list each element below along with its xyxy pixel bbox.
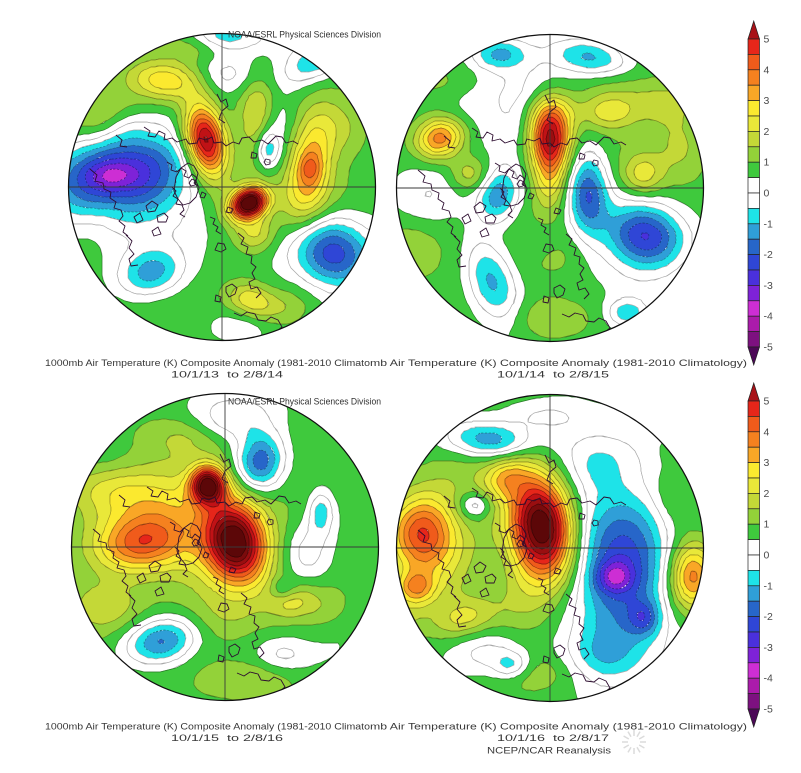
svg-text:NOAA/ESRL Physical Sciences Di: NOAA/ESRL Physical Sciences Division <box>228 397 381 407</box>
svg-text:10/1/14 to 2/8/15: 10/1/14 to 2/8/15 <box>497 370 609 381</box>
svg-text:10/1/16 to 2/8/17: 10/1/16 to 2/8/17 <box>497 733 609 744</box>
svg-text:NOAA/ESRL Physical Sciences Di: NOAA/ESRL Physical Sciences Division <box>228 30 381 40</box>
svg-text:10/1/13 to 2/8/14: 10/1/13 to 2/8/14 <box>171 370 284 381</box>
svg-text:mb Air Temperature (K) Composi: mb Air Temperature (K) Composite Anomaly… <box>370 358 747 369</box>
svg-text:NCEP/NCAR Reanalysis: NCEP/NCAR Reanalysis <box>487 746 611 757</box>
svg-text:1000mb Air Temperature (K) Com: 1000mb Air Temperature (K) Composite Ano… <box>45 722 370 733</box>
svg-text:mb Air Temperature (K) Composi: mb Air Temperature (K) Composite Anomaly… <box>370 722 747 733</box>
svg-text:10/1/15 to 2/8/16: 10/1/15 to 2/8/16 <box>171 733 283 744</box>
svg-text:1000mb Air Temperature (K) Com: 1000mb Air Temperature (K) Composite Ano… <box>45 358 370 369</box>
